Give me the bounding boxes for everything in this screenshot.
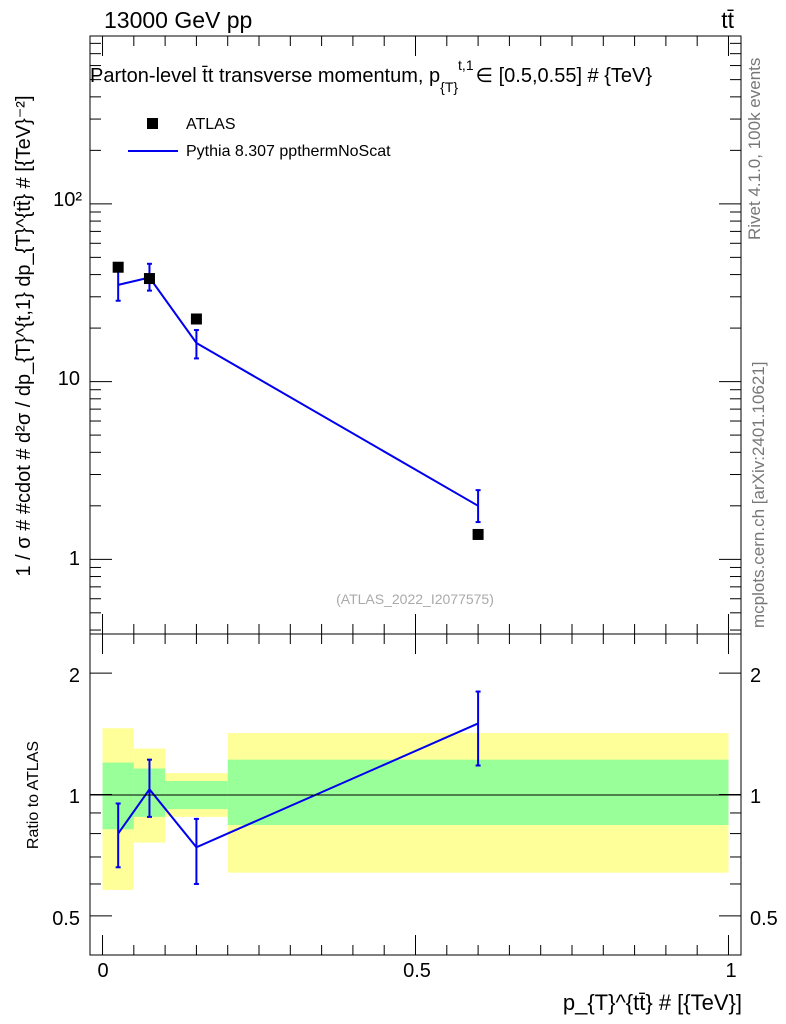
- ratio-y-tick-label-right-1: 1: [750, 786, 761, 808]
- x-axis-title: p_{T}^{tt̄} # [{TeV}]: [563, 990, 742, 1015]
- atlas-data-point: [143, 273, 155, 285]
- process-label: tt̄: [721, 7, 734, 33]
- ratio-y-tick-label-1: 1: [69, 786, 80, 808]
- top-y-tick-label-100: 10²: [53, 189, 82, 211]
- rivet-version-label: Rivet 4.1.0, 100k events: [745, 58, 764, 240]
- plot-title: Parton-level t̄t transverse momentum, p{…: [90, 57, 652, 95]
- top-y-tick-label-1: 1: [69, 548, 80, 570]
- pythia-ratio-line: [117, 722, 479, 849]
- x-tick-label-1: 1: [725, 960, 736, 982]
- ratio-y-tick-label-right-0.5: 0.5: [750, 908, 778, 930]
- ratio-y-tick-label-right-2: 2: [750, 665, 761, 687]
- atlas-data-point: [472, 528, 484, 540]
- top-y-tick-label-10: 10: [58, 368, 80, 390]
- ratio-y-tick-label-0.5: 0.5: [52, 908, 80, 930]
- atlas-data-point: [112, 261, 124, 273]
- axis-ticks: [90, 36, 741, 956]
- x-tick-label-0: 0: [97, 960, 108, 982]
- legend-atlas-label: ATLAS: [186, 116, 236, 133]
- analysis-id-label: (ATLAS_2022_I2077575): [336, 591, 494, 607]
- ratio-panel-frame: [89, 633, 742, 956]
- top-y-axis-title: 1 / σ # #cdot # d²σ / dp_{T}^{t,1} dp_{T…: [13, 95, 35, 576]
- atlas-data-point: [190, 313, 202, 325]
- pythia-line: [117, 276, 479, 507]
- mcplots-credit-label: mcplots.cern.ch [arXiv:2401.10621]: [749, 362, 768, 628]
- ratio-band-inner-3: [227, 759, 729, 826]
- legend-atlas-marker: [147, 118, 158, 129]
- bottom-y-axis-title: Ratio to ATLAS: [25, 741, 42, 849]
- energy-label: 13000 GeV pp: [104, 7, 252, 33]
- legend-pythia-label: Pythia 8.307 ppthermNoScat: [186, 143, 391, 160]
- data-series: [112, 261, 484, 885]
- x-tick-label-0.5: 0.5: [403, 960, 431, 982]
- ratio-y-tick-label-2: 2: [69, 665, 80, 687]
